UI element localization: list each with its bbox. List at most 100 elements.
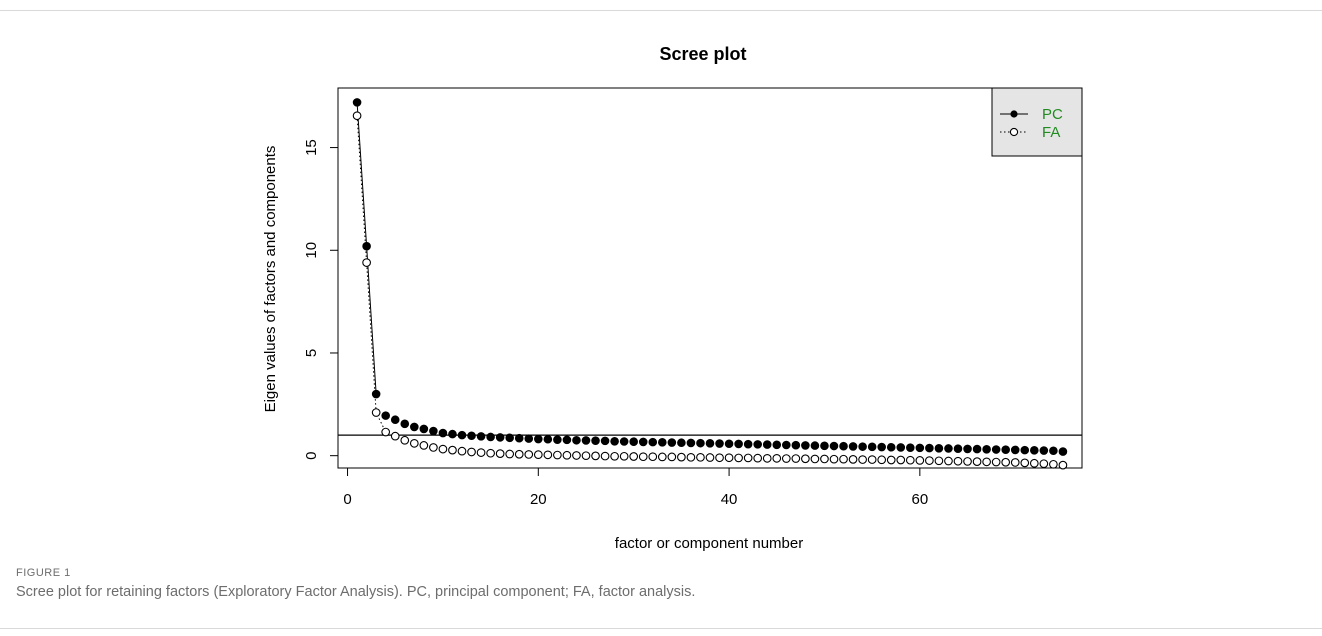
pc-point: [495, 433, 505, 442]
pc-point: [991, 445, 1001, 454]
y-axis: 0 5 10 15: [303, 139, 339, 460]
pc-point: [400, 419, 410, 429]
fa-point: [409, 439, 419, 448]
pc-point: [867, 442, 877, 452]
fa-point: [848, 455, 858, 464]
fa-point: [352, 111, 362, 121]
pc-point: [619, 437, 629, 446]
x-tick-label: 20: [530, 491, 547, 508]
fa-point: [934, 456, 944, 466]
fa-point: [820, 454, 829, 464]
pc-point: [782, 440, 791, 450]
pc-point: [829, 441, 839, 451]
pc-point: [839, 441, 848, 451]
pc-point: [953, 444, 963, 453]
legend-box: [991, 87, 1083, 157]
pc-point: [381, 411, 390, 420]
fa-point: [963, 457, 972, 466]
x-tick-label: 40: [721, 491, 738, 508]
fa-point: [486, 448, 495, 458]
pc-point: [944, 444, 953, 453]
fa-point: [791, 454, 801, 463]
pc-point: [925, 443, 934, 453]
pc-point: [791, 440, 801, 450]
pc-point: [562, 435, 572, 445]
pc-point: [638, 437, 648, 447]
legend-pc-label: PC: [1042, 106, 1063, 123]
y-tick-label: 10: [303, 242, 320, 259]
fa-point: [1049, 459, 1058, 469]
pc-point: [438, 428, 448, 438]
fa-point: [419, 441, 429, 450]
pc-point: [743, 439, 753, 449]
fa-point: [867, 455, 877, 464]
pc-point: [448, 429, 457, 439]
fa-point: [1058, 460, 1068, 470]
fa-point: [562, 450, 572, 460]
fa-point: [944, 456, 953, 466]
fa-point: [753, 453, 763, 463]
fa-point: [438, 444, 448, 454]
fa-point: [467, 447, 476, 457]
scree-plot-chart: Scree plot 0 20 40 60 0 5 10 15 factor or comp…: [262, 44, 1083, 552]
y-axis-label: Eigen values of factors and components: [262, 146, 279, 413]
x-axis-label: factor or component number: [615, 535, 803, 552]
fa-point: [905, 455, 915, 465]
pc-point: [505, 433, 514, 443]
pc-point: [610, 436, 619, 446]
pc-point: [820, 441, 829, 451]
fa-point: [572, 451, 581, 460]
pc-point: [629, 437, 638, 447]
fa-point: [915, 456, 925, 465]
pc-point: [848, 442, 858, 451]
pc-point: [1010, 445, 1020, 455]
fa-point: [829, 454, 839, 464]
pc-point: [390, 415, 400, 425]
pc-point: [915, 443, 925, 453]
series-layer: [352, 98, 1068, 470]
legend-fa-marker: [1009, 127, 1019, 137]
fa-point: [1001, 457, 1011, 467]
fa-point: [381, 427, 391, 437]
bottom-divider: [0, 628, 1322, 629]
pc-point: [553, 435, 562, 444]
x-axis: 0 20 40 60: [343, 467, 929, 508]
fa-point: [400, 435, 410, 445]
chart-title: Scree plot: [659, 44, 746, 64]
pc-point: [877, 442, 886, 452]
pc-point: [1030, 446, 1039, 455]
pc-point: [514, 433, 524, 443]
x-tick-label: 0: [343, 491, 351, 508]
pc-point: [724, 439, 734, 449]
x-tick-label: 60: [912, 491, 929, 508]
fa-point: [772, 453, 782, 463]
pc-point: [591, 436, 600, 445]
fa-point: [543, 450, 553, 460]
pc-point: [1049, 446, 1058, 456]
pc-point: [457, 430, 467, 440]
pc-point: [476, 432, 486, 441]
pc-point: [677, 438, 686, 448]
fa-point: [991, 457, 1001, 467]
fa-point: [781, 454, 791, 463]
pc-point: [734, 439, 743, 449]
pc-point: [371, 389, 381, 399]
pc-point: [581, 436, 591, 445]
fa-point: [925, 456, 934, 465]
pc-point: [896, 443, 906, 452]
legend-fa-label: FA: [1042, 124, 1060, 141]
fa-point: [1029, 458, 1039, 468]
y-tick-label: 0: [303, 452, 320, 460]
fa-point: [524, 450, 534, 459]
pc-point: [572, 435, 581, 445]
pc-point: [1058, 447, 1068, 456]
fa-point: [533, 450, 543, 459]
pc-point: [410, 422, 419, 432]
plot-frame: [337, 87, 1083, 469]
pc-point: [801, 441, 810, 450]
fa-point: [724, 453, 734, 463]
pc-point: [982, 445, 991, 454]
fa-point: [667, 452, 677, 462]
y-tick-label: 5: [303, 349, 320, 357]
